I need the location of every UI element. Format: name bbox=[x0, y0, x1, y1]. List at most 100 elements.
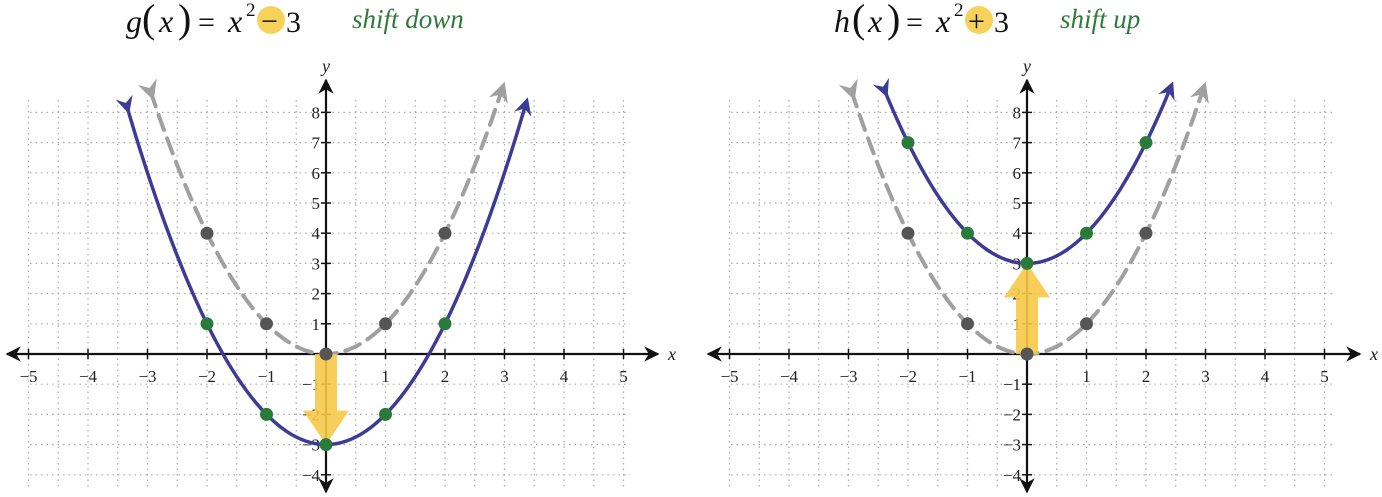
x-tick-label: −5 bbox=[19, 367, 37, 386]
x-tick-label: 1 bbox=[381, 367, 390, 386]
shift-arrow-shape bbox=[1004, 263, 1050, 354]
transformed-point bbox=[1139, 136, 1153, 150]
x-axis-label: x bbox=[1369, 344, 1378, 364]
original-point bbox=[961, 317, 974, 331]
x-tick-label: −3 bbox=[839, 367, 857, 386]
title-base: x bbox=[227, 3, 242, 39]
x-tick-label: 3 bbox=[500, 367, 509, 386]
grid bbox=[728, 100, 1332, 488]
original-point bbox=[438, 226, 452, 240]
y-tick-label: 6 bbox=[1013, 164, 1022, 183]
transformed-point bbox=[260, 407, 273, 421]
y-tick-label: 8 bbox=[1013, 103, 1022, 122]
original-point bbox=[319, 347, 333, 361]
x-tick-label: 2 bbox=[1142, 367, 1151, 386]
y-tick-label: 5 bbox=[1013, 194, 1022, 213]
chart-g-shift-down: g ( x ) = x 2 − 3 shift down x y −5 −4 −3−… bbox=[5, 0, 676, 494]
chart-title-h: h ( x ) = x 2 + 3 bbox=[834, 0, 1009, 41]
y-axis-label: y bbox=[1021, 56, 1031, 76]
points bbox=[901, 136, 1153, 361]
original-point bbox=[200, 226, 214, 240]
title-equals: = bbox=[906, 6, 923, 39]
x-tick-label: −4 bbox=[780, 367, 799, 386]
x-tick-label: 4 bbox=[1261, 367, 1270, 386]
y-tick-label: 1 bbox=[312, 315, 321, 334]
title-var: x bbox=[867, 3, 882, 39]
title-operator: − bbox=[261, 5, 278, 38]
x-tick-label: 1 bbox=[1082, 367, 1091, 386]
title-func-name: g bbox=[126, 3, 142, 39]
transformed-point bbox=[1020, 256, 1034, 270]
y-axis-label: y bbox=[320, 56, 330, 76]
y-tick-label: 8 bbox=[312, 103, 321, 122]
x-tick-label: 5 bbox=[1320, 367, 1329, 386]
title-constant: 3 bbox=[994, 6, 1009, 39]
y-tick-label: 4 bbox=[1013, 224, 1022, 243]
shift-arrow-down bbox=[303, 354, 349, 445]
x-tick-label: −4 bbox=[79, 367, 98, 386]
title-base: x bbox=[935, 3, 950, 39]
operator-highlight bbox=[965, 6, 993, 34]
caption-shift-down: shift down bbox=[352, 4, 464, 34]
y-tick-label: 6 bbox=[312, 164, 321, 183]
title-equals: = bbox=[198, 6, 215, 39]
axes: x y bbox=[5, 56, 676, 494]
title-constant: 3 bbox=[286, 6, 301, 39]
title-open-paren: ( bbox=[852, 0, 865, 41]
y-tick-label: 7 bbox=[312, 134, 321, 153]
x-tick-label: −2 bbox=[198, 367, 216, 386]
shift-arrow-shape bbox=[303, 354, 349, 445]
transformed-point bbox=[901, 136, 915, 150]
caption-shift-up: shift up bbox=[1060, 4, 1140, 34]
transformed-point bbox=[1080, 226, 1093, 240]
x-tick-label: −1 bbox=[257, 367, 275, 386]
title-close-paren: ) bbox=[887, 0, 900, 41]
original-point bbox=[379, 317, 392, 331]
title-open-paren: ( bbox=[142, 0, 155, 41]
grid bbox=[27, 100, 630, 488]
shift-arrow-up bbox=[1004, 263, 1050, 354]
x-tick-label: −5 bbox=[720, 367, 738, 386]
original-point bbox=[1080, 317, 1093, 331]
original-point bbox=[901, 226, 915, 240]
chart-h-shift-up: h ( x ) = x 2 + 3 shift up x y −5 −4 −3 −2 −… bbox=[706, 0, 1378, 494]
x-tick-label: −3 bbox=[138, 367, 156, 386]
original-point bbox=[260, 317, 273, 331]
y-tick-label: −1 bbox=[1003, 375, 1021, 394]
transformed-point bbox=[200, 317, 214, 331]
title-var: x bbox=[158, 3, 173, 39]
y-tick-label: −2 bbox=[1003, 405, 1021, 424]
transformed-point bbox=[319, 438, 333, 452]
original-point bbox=[1020, 347, 1034, 361]
y-tick-label: −3 bbox=[1003, 436, 1021, 455]
y-tick-label: −4 bbox=[1003, 466, 1022, 485]
points bbox=[200, 226, 452, 452]
y-tick-label: 3 bbox=[312, 254, 321, 273]
y-tick-label: 2 bbox=[312, 285, 321, 304]
title-exponent: 2 bbox=[246, 0, 256, 21]
x-axis-label: x bbox=[667, 344, 676, 364]
y-tick-label: 7 bbox=[1013, 134, 1022, 153]
title-operator: + bbox=[968, 5, 985, 38]
axes: x y bbox=[706, 56, 1378, 494]
x-tick-label: −2 bbox=[899, 367, 917, 386]
original-point bbox=[1139, 226, 1153, 240]
operator-highlight bbox=[257, 6, 285, 34]
x-tick-label: 3 bbox=[1201, 367, 1210, 386]
x-tick-label: 2 bbox=[441, 367, 450, 386]
transformed-point bbox=[438, 317, 452, 331]
y-tick-label: 5 bbox=[312, 194, 321, 213]
chart-title-g: g ( x ) = x 2 − 3 bbox=[126, 0, 301, 41]
title-func-name: h bbox=[834, 3, 850, 39]
x-tick-label: −1 bbox=[958, 367, 976, 386]
y-tick-label: 4 bbox=[312, 224, 321, 243]
x-tick-label: 4 bbox=[560, 367, 569, 386]
y-tick-label: −4 bbox=[302, 466, 321, 485]
x-tick-label: 5 bbox=[619, 367, 628, 386]
transformed-point bbox=[379, 407, 392, 421]
transformed-point bbox=[961, 226, 974, 240]
title-close-paren: ) bbox=[178, 0, 191, 41]
title-exponent: 2 bbox=[954, 0, 964, 21]
